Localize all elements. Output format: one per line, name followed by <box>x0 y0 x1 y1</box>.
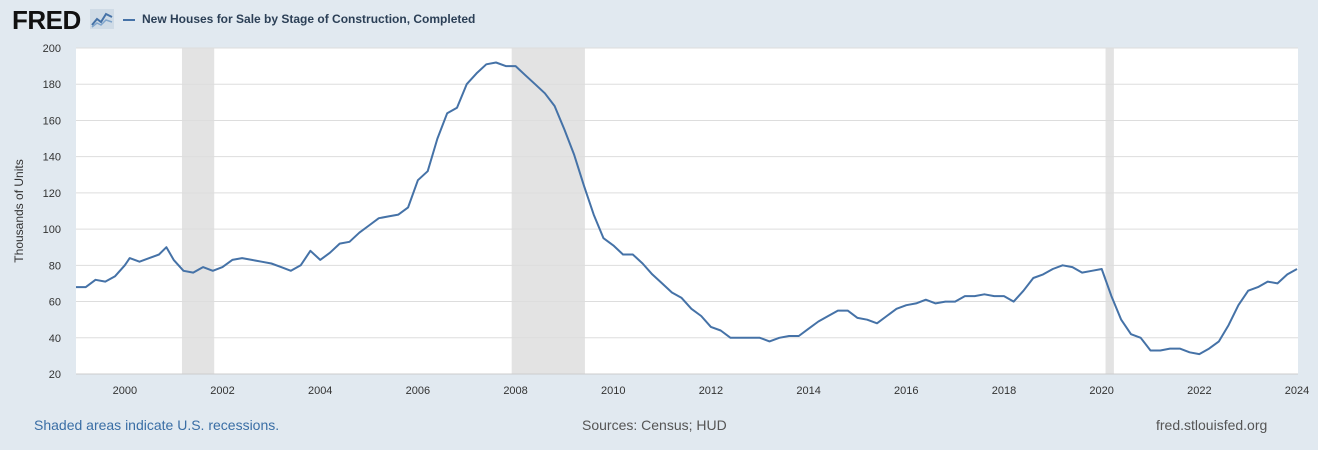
series-line-1[interactable] <box>76 61 1298 356</box>
x-tick-label: 2000 <box>113 385 137 397</box>
x-tick-label: 2006 <box>406 385 430 397</box>
x-tick-label: 2010 <box>601 385 625 397</box>
y-tick-label: 80 <box>49 260 61 272</box>
chart-header: FRED New Houses for Sale by Stage of Con… <box>0 0 1318 38</box>
y-tick-label: 60 <box>49 297 61 309</box>
sources-note: Sources: Census; HUD <box>582 417 727 433</box>
plot-area <box>76 48 1298 374</box>
x-tick-label: 2020 <box>1089 385 1113 397</box>
line-chart-icon <box>90 9 114 29</box>
y-tick-label: 200 <box>43 43 61 55</box>
y-tick-label: 100 <box>43 224 61 236</box>
x-tick-label: 2022 <box>1187 385 1211 397</box>
recession-band-2 <box>511 48 585 374</box>
legend[interactable]: New Houses for Sale by Stage of Construc… <box>123 12 475 26</box>
y-tick-label: 160 <box>43 115 61 127</box>
x-tick-label: 2018 <box>992 385 1016 397</box>
x-axis-ticks: 2000 2002 2004 2006 2008 2010 2012 2014 2016 2018… <box>113 385 1310 397</box>
y-tick-label: 120 <box>43 188 61 200</box>
y-tick-label: 40 <box>49 333 61 345</box>
series-layer <box>76 61 1298 356</box>
site-link[interactable]: fred.stlouisfed.org <box>1156 417 1268 433</box>
fred-logo[interactable]: FRED <box>12 5 81 35</box>
y-tick-label: 20 <box>49 369 61 381</box>
y-tick-label: 180 <box>43 79 61 91</box>
recession-shading <box>181 48 1114 374</box>
recession-note: Shaded areas indicate U.S. recessions. <box>34 417 280 433</box>
recession-band-3 <box>1105 48 1114 374</box>
x-tick-label: 2008 <box>503 385 527 397</box>
x-tick-label: 2004 <box>308 385 332 397</box>
recession-band-1 <box>181 48 215 374</box>
legend-swatch <box>123 18 135 21</box>
x-tick-label: 2002 <box>210 385 234 397</box>
x-tick-label: 2012 <box>699 385 723 397</box>
gridlines <box>76 47 1298 375</box>
x-tick-label: 2016 <box>894 385 918 397</box>
y-tick-label: 140 <box>43 152 61 164</box>
x-tick-label: 2014 <box>796 385 820 397</box>
legend-label: New Houses for Sale by Stage of Construc… <box>142 12 476 26</box>
y-axis-label: Thousands of Units <box>12 159 26 262</box>
y-axis-ticks: 20 40 60 80 100 120 140 160 180 200 <box>43 43 61 381</box>
x-tick-label: 2024 <box>1285 385 1309 397</box>
